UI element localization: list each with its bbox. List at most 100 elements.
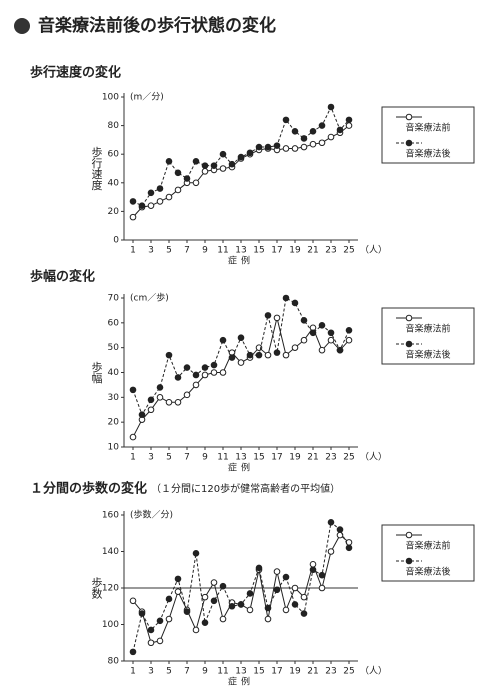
- data-point: [210, 369, 218, 376]
- x-tick-label: 25: [343, 453, 354, 463]
- data-point: [291, 145, 299, 152]
- data-point: [255, 564, 263, 572]
- y-tick-label: 60: [108, 318, 120, 328]
- y-unit: (cm／歩): [130, 292, 169, 304]
- data-point: [255, 351, 263, 359]
- legend-marker: [405, 531, 413, 539]
- x-tick-label: 17: [271, 453, 282, 463]
- x-unit: （人）: [360, 452, 387, 463]
- data-point: [174, 169, 182, 177]
- x-tick-label: 3: [148, 246, 154, 256]
- x-axis-title: 症例: [228, 676, 254, 686]
- data-point: [138, 202, 146, 209]
- x-tick-label: 3: [148, 667, 154, 677]
- x-tick-label: 19: [289, 453, 301, 463]
- data-point: [156, 617, 164, 625]
- data-point: [246, 606, 254, 614]
- x-axis-title: 症例: [228, 255, 254, 267]
- data-point: [318, 584, 326, 592]
- data-point: [345, 116, 353, 124]
- x-tick-label: 17: [271, 667, 282, 677]
- data-point: [273, 568, 281, 575]
- data-point: [264, 604, 272, 612]
- y-unit: (歩数／分): [130, 509, 173, 521]
- data-point: [138, 610, 146, 617]
- legend-label: 音楽療法前: [405, 323, 450, 335]
- data-point: [156, 394, 164, 401]
- x-tick-label: 7: [184, 246, 190, 256]
- data-point: [264, 143, 272, 151]
- data-point: [273, 142, 281, 149]
- legend-label: 音楽療法後: [405, 349, 450, 361]
- data-point: [282, 351, 290, 359]
- x-tick-label: 23: [325, 453, 336, 463]
- x-tick-label: 17: [271, 246, 282, 256]
- data-point: [174, 186, 182, 194]
- data-point: [327, 519, 335, 526]
- data-point: [228, 602, 236, 610]
- data-point: [318, 139, 326, 147]
- data-point: [129, 386, 137, 394]
- y-tick-label: 70: [108, 294, 120, 304]
- legend-box: [381, 524, 475, 582]
- data-point: [183, 364, 191, 371]
- y-tick-label: 40: [108, 368, 120, 378]
- data-point: [174, 575, 182, 583]
- x-tick-label: 1: [130, 453, 136, 463]
- data-point: [201, 619, 209, 626]
- x-tick-label: 1: [130, 667, 136, 677]
- data-point: [201, 371, 209, 379]
- chart-title: 歩幅の変化: [30, 269, 95, 285]
- data-point: [264, 351, 272, 359]
- series-line: [132, 534, 350, 644]
- data-point: [219, 582, 227, 590]
- data-point: [165, 158, 173, 165]
- data-point: [237, 334, 245, 342]
- data-point: [183, 608, 191, 616]
- data-point: [210, 361, 218, 369]
- x-tick-label: 15: [253, 453, 264, 463]
- data-point: [309, 140, 317, 148]
- data-point: [201, 364, 209, 371]
- y-tick-label: 80: [108, 657, 120, 667]
- data-point: [210, 597, 218, 605]
- data-point: [246, 590, 254, 597]
- data-point: [246, 351, 254, 359]
- x-tick-label: 11: [217, 667, 228, 677]
- data-point: [192, 381, 200, 389]
- data-point: [165, 615, 173, 623]
- data-point: [219, 336, 227, 344]
- data-point: [300, 317, 308, 324]
- data-point: [318, 122, 326, 129]
- x-tick-label: 19: [289, 246, 301, 256]
- data-point: [174, 588, 182, 595]
- x-tick-label: 3: [148, 453, 154, 463]
- data-point: [192, 371, 200, 379]
- data-point: [237, 601, 245, 608]
- data-point: [309, 560, 317, 568]
- data-point: [264, 615, 272, 623]
- data-point: [147, 639, 155, 647]
- x-tick-label: 5: [166, 453, 172, 463]
- data-point: [156, 198, 164, 205]
- legend-marker: [405, 139, 413, 147]
- data-point: [282, 606, 290, 614]
- data-point: [219, 150, 227, 158]
- chart-title: １分間の歩数の変化: [30, 481, 147, 497]
- page-title: 音楽療法前後の歩行状態の変化: [38, 15, 276, 36]
- data-point: [156, 185, 164, 192]
- x-tick-label: 13: [235, 246, 246, 256]
- data-point: [165, 193, 173, 201]
- data-point: [300, 336, 308, 344]
- data-point: [327, 133, 335, 141]
- data-point: [147, 626, 155, 634]
- legend-label: 音楽療法前: [405, 122, 450, 134]
- y-tick-label: 20: [108, 418, 120, 428]
- x-tick-label: 13: [235, 453, 246, 463]
- data-point: [147, 189, 155, 197]
- series-line: [132, 297, 350, 416]
- data-point: [219, 615, 227, 623]
- data-point: [300, 593, 308, 601]
- data-point: [165, 595, 173, 603]
